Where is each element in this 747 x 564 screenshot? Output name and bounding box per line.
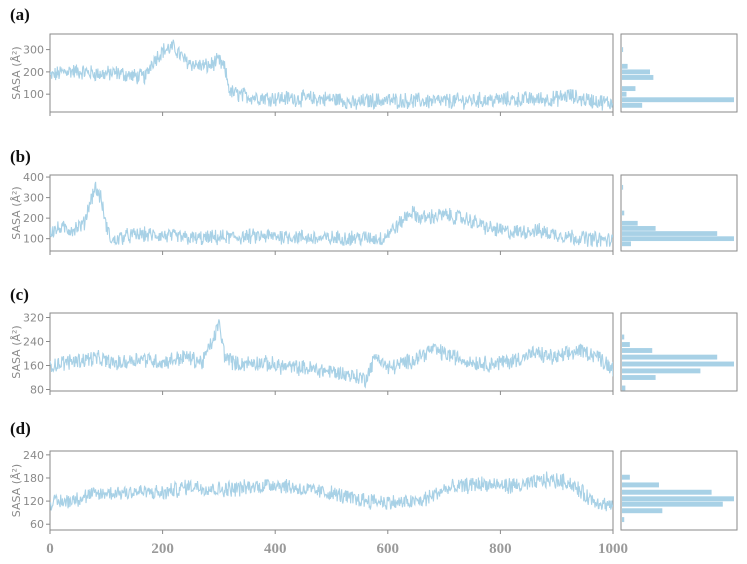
histogram-bar [622,375,656,380]
y-tick-label: 120 [23,495,44,508]
histogram-bar [622,361,734,367]
y-axis-label: SASA (Å²) [10,186,23,239]
y-tick-label: 200 [23,66,44,79]
y-tick-label: 60 [30,518,44,531]
y-tick-label: 180 [23,472,44,485]
sasa-series-line [50,319,613,389]
x-tick-label: 0 [46,541,54,557]
y-axis-label: SASA (Å²) [10,325,23,378]
y-tick-label: 300 [23,44,44,57]
histogram-bar [622,241,631,247]
histogram-bar [622,496,734,502]
histogram-bar [622,508,663,514]
y-tick-label: 200 [23,212,44,225]
sasa-series-line [50,39,613,111]
histogram-frame [620,174,738,252]
y-axis-label: SASA (Å²) [10,46,23,99]
x-tick-label: 400 [264,541,287,557]
histogram-bar [622,385,626,391]
histogram-bar [622,334,625,340]
y-axis-label: SASA (Å²) [10,464,23,517]
histogram-bar [622,86,636,92]
panel-label: (d) [10,419,31,438]
y-tick-label: 320 [23,312,44,325]
y-tick-label: 160 [23,360,44,373]
histogram-frame [620,312,738,392]
histogram-bar [622,489,712,495]
histogram-bar [622,236,734,242]
x-tick-label: 800 [489,541,512,557]
histogram-frame [620,450,738,531]
histogram-bar [622,97,734,103]
y-tick-label: 300 [23,192,44,205]
plot-frame [49,312,614,392]
sasa-series-line [50,471,613,512]
histogram-bar [622,474,630,480]
histogram-bar [622,226,656,231]
y-tick-label: 240 [23,449,44,462]
histogram-bar [622,210,625,216]
y-tick-label: 400 [23,171,44,184]
histogram-bar [622,368,701,374]
histogram-frame [620,33,738,113]
histogram-bar [622,75,654,80]
x-tick-label: 600 [377,541,400,557]
sasa-series-line [50,181,613,248]
y-tick-label: 100 [23,88,44,101]
histogram-bar [622,348,653,353]
histogram-bar [622,63,628,69]
panel-label: (b) [10,147,31,166]
histogram-bar [622,220,638,226]
y-tick-label: 100 [23,233,44,246]
histogram-bar [622,102,643,108]
y-tick-label: 240 [23,336,44,349]
x-tick-label: 200 [151,541,174,557]
panel-label: (a) [10,5,30,24]
histogram-bar [622,517,625,523]
histogram-bar [622,342,630,347]
histogram-bar [622,184,624,190]
panel-label: (c) [10,285,29,304]
histogram-bar [622,354,718,360]
plot-frame [49,174,614,252]
histogram-bar [622,69,650,75]
plot-frame [49,450,614,531]
x-tick-label: 1000 [598,541,628,557]
histogram-bar [622,482,659,488]
histogram-bar [622,501,723,507]
y-tick-label: 80 [30,384,44,397]
histogram-bar [622,231,718,236]
histogram-bar [622,47,624,53]
histogram-bar [622,91,627,97]
